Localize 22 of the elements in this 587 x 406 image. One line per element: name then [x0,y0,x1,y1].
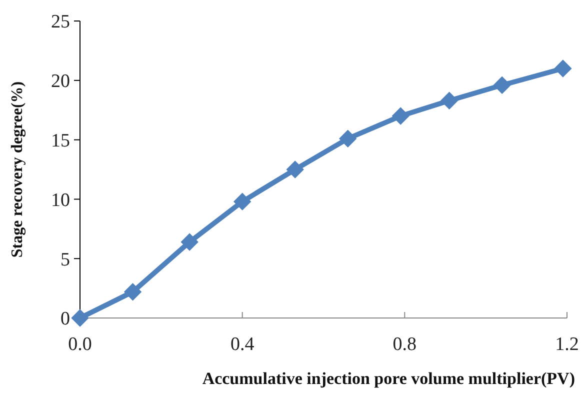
y-tick-label: 5 [60,249,70,270]
x-tick-label: 0.0 [68,334,92,355]
y-tick-label: 20 [51,71,70,92]
point [286,160,304,178]
point [392,107,410,125]
point [554,60,572,78]
point [338,130,357,148]
point [233,192,252,210]
point [71,309,89,327]
y-tick-label: 25 [51,12,70,33]
x-tick-label: 0.8 [392,334,417,355]
y-tick-label: 0 [60,308,70,330]
x-axis-title: Accumulative injection pore volume multiplier(PV) [202,369,575,388]
y-axis-title: Stage recovery degree(%) [9,81,26,258]
x-tick-label: 1.2 [555,334,579,355]
point [124,283,142,301]
point [440,92,458,110]
point [493,76,511,94]
x-tick-label: 0.4 [230,334,255,355]
y-tick-label: 15 [51,130,70,152]
point [180,233,198,251]
y-tick-label: 10 [51,190,70,211]
